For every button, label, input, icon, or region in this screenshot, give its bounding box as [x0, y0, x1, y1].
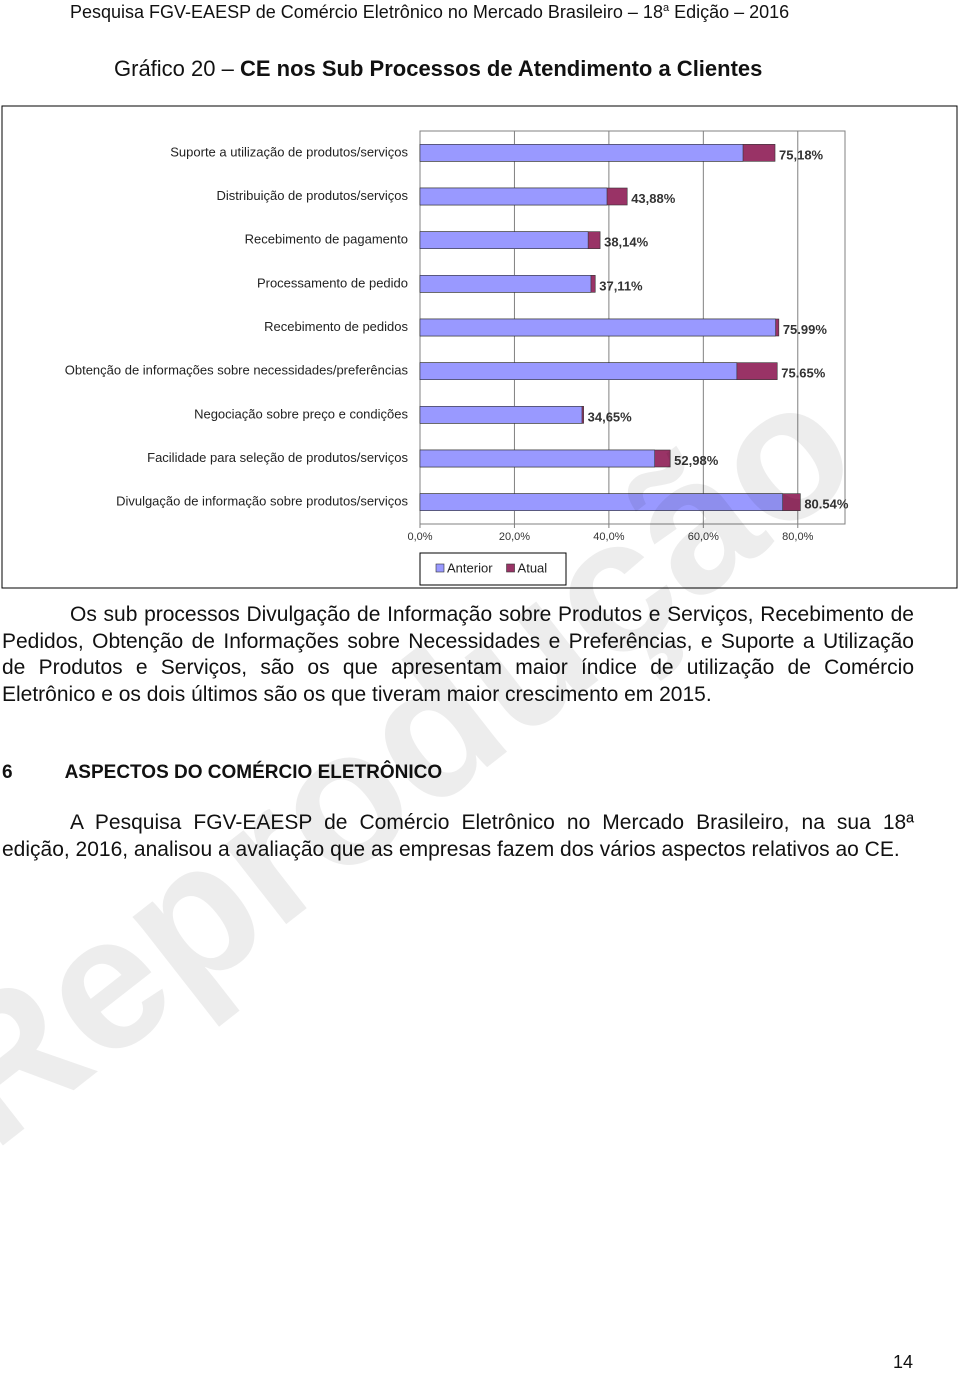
bar — [419, 187, 608, 206]
chart: 0,0% 20,0% 40,0% 60,0% 80,0% Suporte a utiliz… — [1, 105, 958, 589]
legend-label: Atual — [518, 560, 548, 575]
x-tick-label: 60,0% — [688, 531, 719, 543]
page-number: 14 — [893, 1352, 914, 1372]
value-label: 75.99% — [783, 322, 828, 337]
legend-swatch — [506, 563, 515, 573]
value-label: 52,98% — [674, 453, 719, 468]
value-label: 80.54% — [804, 497, 849, 512]
bar — [419, 493, 783, 511]
figure-caption: Gráfico 20 – CE nos Sub Processos de Ate… — [114, 56, 762, 82]
header-text: Pesquisa FGV-EAESP de Comércio Eletrônic… — [70, 2, 663, 22]
header-text-end: Edição – 2016 — [669, 2, 790, 22]
value-label: 37,11% — [599, 278, 643, 293]
bar — [419, 362, 738, 380]
y-tick-label: Facilidade para seleção de produtos/serv… — [147, 450, 408, 465]
y-tick-label: Suporte a utilização de produtos/serviço… — [170, 144, 408, 159]
y-tick-label: Distribuição de produtos/serviços — [217, 188, 409, 203]
y-tick-label: Divulgação de informação sobre produtos/… — [116, 494, 408, 509]
legend-swatch — [435, 563, 445, 573]
bar — [419, 449, 655, 468]
y-tick-label: Recebimento de pedidos — [264, 319, 408, 334]
value-label: 38,14% — [604, 235, 649, 250]
y-tick-label: Processamento de pedido — [257, 275, 408, 290]
x-tick-label: 80,0% — [782, 531, 813, 543]
figure-title: CE nos Sub Processos de Atendimento a Cl… — [239, 56, 763, 81]
y-tick-label: Negociação sobre preço e condições — [194, 406, 408, 421]
paragraph: Os sub processos Divulgação de Informaçã… — [2, 603, 914, 706]
page-header: Pesquisa FGV-EAESP de Comércio Eletrônic… — [70, 2, 789, 23]
paragraph: A Pesquisa FGV-EAESP de Comércio Eletrôn… — [2, 811, 914, 861]
value-label: 75,18% — [779, 147, 824, 162]
x-tick-label: 0,0% — [407, 531, 432, 543]
y-tick-label: Obtenção de informações sobre necessidad… — [65, 363, 409, 378]
value-label: 34,65% — [588, 409, 633, 424]
legend-label: Anterior — [447, 560, 493, 575]
bar — [419, 275, 592, 293]
y-tick-label: Recebimento de pagamento — [245, 232, 408, 247]
legend: Anterior Atual — [419, 552, 567, 586]
value-label: 43,88% — [631, 191, 676, 206]
section-number: 6 — [2, 762, 13, 783]
section-title: ASPECTOS DO COMÉRCIO ELETRÔNICO — [64, 762, 443, 783]
section-heading: 6 ASPECTOS DO COMÉRCIO ELETRÔNICO — [2, 762, 442, 784]
x-tick-label: 40,0% — [593, 531, 624, 543]
bar — [419, 406, 583, 424]
bar — [419, 231, 589, 249]
header-sup: a — [662, 2, 670, 14]
x-tick-label: 20,0% — [499, 531, 530, 543]
value-label: 75.65% — [781, 366, 826, 381]
legend-frame — [419, 552, 567, 586]
bar — [419, 318, 776, 337]
figure-label: Gráfico 20 – — [114, 56, 234, 81]
bar — [419, 144, 744, 162]
